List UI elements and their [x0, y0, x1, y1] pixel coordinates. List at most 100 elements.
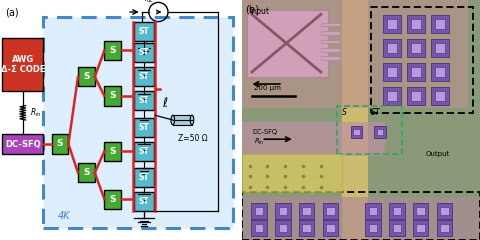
Text: $R_{in}$: $R_{in}$	[254, 137, 265, 147]
Text: ST: ST	[139, 27, 149, 36]
Bar	[134, 142, 154, 161]
Text: ST: ST	[139, 72, 149, 81]
Bar	[52, 134, 69, 154]
Ellipse shape	[190, 115, 194, 125]
Bar	[350, 126, 362, 138]
Bar	[242, 197, 480, 240]
Bar	[302, 207, 311, 216]
Bar	[104, 41, 121, 60]
Bar	[393, 224, 401, 232]
Bar	[321, 56, 340, 60]
Bar	[383, 39, 401, 57]
Bar	[353, 129, 360, 135]
Text: S: S	[83, 168, 90, 177]
Bar	[435, 43, 444, 53]
Bar	[321, 23, 340, 26]
Bar	[255, 207, 263, 216]
Bar	[387, 91, 397, 101]
Bar	[407, 15, 425, 33]
Text: $I_{dc}$: $I_{dc}$	[144, 0, 154, 5]
FancyBboxPatch shape	[43, 17, 233, 228]
Bar	[302, 224, 311, 232]
Text: Z=50 Ω: Z=50 Ω	[178, 134, 207, 144]
Text: S: S	[109, 147, 116, 156]
Bar	[242, 122, 385, 156]
Text: $\ell$: $\ell$	[162, 96, 169, 110]
Text: 4K: 4K	[58, 211, 70, 221]
Bar	[431, 87, 448, 105]
Bar	[387, 19, 397, 29]
Bar	[411, 43, 421, 53]
Bar	[369, 224, 377, 232]
Bar	[365, 220, 381, 236]
Bar	[383, 63, 401, 81]
Text: DC-SFQ: DC-SFQ	[5, 139, 41, 149]
Text: S: S	[57, 139, 63, 149]
Text: ST: ST	[139, 197, 149, 206]
Bar	[407, 39, 425, 57]
Text: Input: Input	[250, 7, 270, 16]
Bar	[321, 48, 340, 52]
Bar	[321, 31, 340, 35]
Bar	[242, 154, 342, 192]
Bar	[389, 204, 405, 219]
Bar	[437, 220, 452, 236]
Text: ST: ST	[139, 48, 149, 57]
Bar	[278, 224, 287, 232]
Bar	[411, 19, 421, 29]
Bar	[247, 10, 328, 77]
Bar	[275, 220, 290, 236]
Bar	[393, 207, 401, 216]
Text: 200 μm: 200 μm	[254, 85, 281, 91]
Bar	[134, 43, 154, 62]
Bar	[416, 207, 425, 216]
Bar	[104, 86, 121, 106]
Text: AWG
Δ-Σ CODE: AWG Δ-Σ CODE	[0, 55, 45, 74]
Text: ST: ST	[139, 96, 149, 105]
Bar	[255, 224, 263, 232]
Text: ST: ST	[139, 123, 149, 132]
Bar	[413, 204, 428, 219]
Bar	[383, 15, 401, 33]
Text: $R_{in}$: $R_{in}$	[30, 107, 42, 119]
Bar	[416, 224, 425, 232]
Text: S: S	[109, 195, 116, 204]
Bar	[321, 40, 340, 43]
Bar	[411, 67, 421, 77]
Bar	[278, 207, 287, 216]
Bar	[173, 115, 192, 125]
Text: ST: ST	[139, 173, 149, 182]
Bar	[411, 91, 421, 101]
Bar	[413, 220, 428, 236]
Bar	[435, 91, 444, 101]
Text: S: S	[109, 91, 116, 101]
Bar	[440, 207, 449, 216]
Bar	[2, 134, 43, 154]
Bar	[252, 220, 267, 236]
Bar	[242, 0, 468, 108]
Bar	[431, 39, 448, 57]
Bar	[365, 204, 381, 219]
Bar	[134, 67, 154, 86]
Bar	[374, 126, 386, 138]
Bar	[431, 15, 448, 33]
Bar	[407, 63, 425, 81]
Bar	[342, 0, 368, 240]
Bar	[134, 168, 154, 187]
Bar	[435, 67, 444, 77]
Bar	[407, 87, 425, 105]
Bar	[134, 118, 154, 137]
Bar	[369, 207, 377, 216]
Bar	[377, 129, 384, 135]
Bar	[387, 67, 397, 77]
Bar	[431, 63, 448, 81]
Text: S: S	[342, 108, 347, 117]
Bar	[78, 163, 95, 182]
Bar	[134, 22, 154, 41]
Text: S: S	[109, 46, 116, 55]
Bar	[387, 43, 397, 53]
Bar	[326, 207, 335, 216]
Bar	[323, 220, 338, 236]
Text: (b): (b)	[245, 5, 259, 15]
Bar	[299, 220, 314, 236]
